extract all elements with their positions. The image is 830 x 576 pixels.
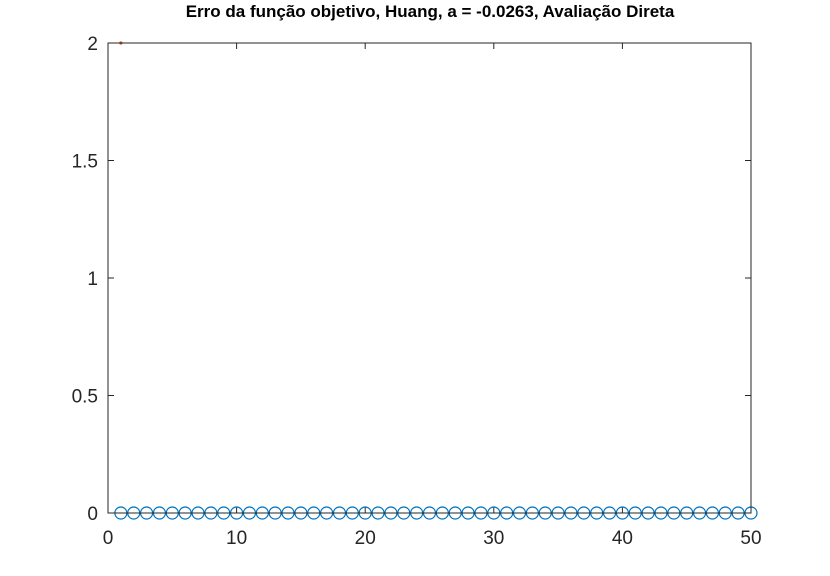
x-tick-label: 20 bbox=[355, 528, 376, 549]
x-tick-label: 0 bbox=[103, 528, 114, 549]
ticks-layer: 0 10 20 30 40 50 0 0.5 1 1.5 2 bbox=[72, 34, 762, 549]
y-tick-label: 0.5 bbox=[72, 387, 98, 408]
y-tick-label: 1 bbox=[87, 269, 98, 290]
plot-area bbox=[108, 43, 751, 513]
y-tick-label: 2 bbox=[87, 34, 98, 55]
axes-box bbox=[107, 42, 752, 514]
y-tick-label: 1.5 bbox=[72, 152, 98, 173]
x-tick-label: 50 bbox=[740, 528, 761, 549]
y-tick-label: 0 bbox=[87, 504, 98, 525]
x-tick-label: 10 bbox=[226, 528, 247, 549]
x-tick-label: 40 bbox=[612, 528, 633, 549]
chart-title: Erro da função objetivo, Huang, a = -0.0… bbox=[186, 2, 675, 21]
x-tick-label: 30 bbox=[483, 528, 504, 549]
